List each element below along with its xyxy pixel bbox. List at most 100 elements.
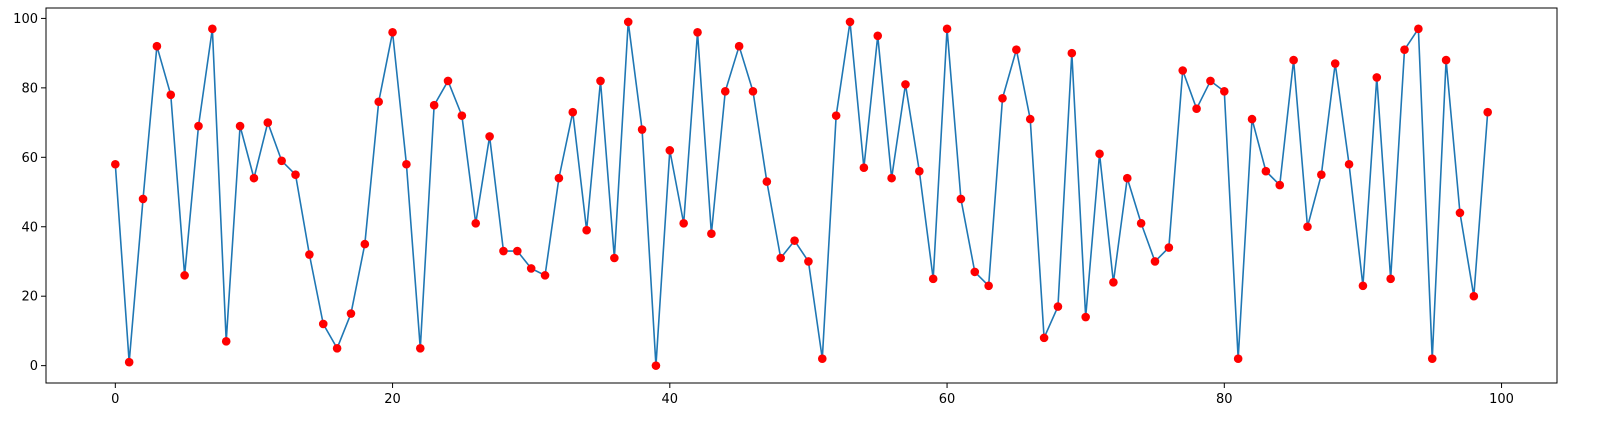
data-point [915, 166, 924, 176]
data-point [998, 93, 1007, 103]
data-point [346, 309, 356, 318]
data-point [402, 159, 411, 169]
data-point [984, 281, 993, 291]
data-point [859, 163, 869, 173]
data-point [1164, 243, 1174, 252]
data-point [166, 90, 176, 100]
data-point [1192, 104, 1201, 113]
data-point [291, 170, 300, 179]
data-point [623, 17, 633, 27]
data-point [1330, 59, 1340, 68]
data-point [637, 125, 647, 134]
y-tick-label: 40 [21, 220, 38, 235]
data-point [1317, 170, 1326, 179]
data-point [332, 343, 342, 353]
x-tick-label: 20 [384, 392, 401, 407]
data-point [762, 177, 772, 186]
data-point [221, 337, 231, 346]
data-point [540, 271, 550, 280]
series-line [114, 21, 1489, 367]
data-point [1039, 333, 1049, 343]
y-tick-label: 0 [30, 359, 38, 374]
data-point [152, 41, 162, 51]
data-point [1081, 312, 1090, 322]
x-axis-ticks: 0 20 40 60 80 100 [111, 383, 1514, 407]
data-point [388, 28, 397, 37]
data-point [845, 17, 855, 27]
plot-frame [45, 7, 1558, 384]
y-tick-label: 20 [21, 290, 38, 305]
data-point [1067, 48, 1077, 58]
data-point [360, 239, 370, 249]
data-point [1233, 354, 1243, 363]
data-point [263, 118, 273, 127]
x-tick-label: 80 [1216, 392, 1233, 407]
data-point [873, 31, 883, 41]
x-tick-label: 40 [662, 392, 679, 407]
data-point [1414, 24, 1423, 34]
data-point [1122, 173, 1132, 183]
data-point [415, 343, 425, 353]
data-point [374, 97, 384, 107]
data-point [568, 107, 578, 117]
data-point [485, 132, 494, 141]
data-point [277, 156, 286, 166]
data-point [1289, 55, 1298, 65]
data-point [1261, 166, 1271, 176]
data-point [665, 146, 675, 155]
data-point [111, 159, 120, 169]
data-point [1178, 66, 1188, 75]
data-point [596, 76, 605, 86]
data-point [707, 229, 716, 238]
data-point [1275, 180, 1285, 190]
data-markers [111, 17, 1492, 370]
data-point [956, 194, 966, 204]
data-point [1150, 257, 1160, 266]
y-axis-ticks: 0 20 40 60 80 100 [13, 12, 46, 374]
data-point [790, 236, 799, 245]
data-point [1012, 45, 1021, 54]
data-point [249, 173, 259, 183]
data-point [457, 111, 467, 120]
data-point [734, 41, 744, 51]
data-point [1053, 302, 1063, 311]
data-point [1427, 354, 1437, 363]
data-point [928, 274, 938, 284]
data-point [1372, 73, 1382, 82]
data-point [720, 87, 730, 96]
data-point [138, 194, 148, 204]
data-point [901, 80, 910, 89]
data-point [651, 361, 661, 370]
data-point [1400, 45, 1409, 54]
data-point [471, 218, 481, 228]
data-point [235, 121, 245, 131]
y-tick-label: 100 [13, 12, 38, 27]
data-point [208, 24, 217, 34]
data-point [1206, 76, 1215, 86]
data-point [1469, 291, 1479, 301]
data-point [1455, 208, 1465, 218]
x-tick-label: 100 [1489, 392, 1514, 407]
data-point [679, 218, 688, 228]
data-point [804, 257, 813, 266]
data-point [305, 250, 314, 259]
data-point [1247, 114, 1257, 124]
data-point [942, 24, 952, 34]
data-point [443, 76, 453, 86]
data-point [513, 246, 522, 256]
data-point [1025, 114, 1035, 124]
data-point [1136, 218, 1146, 228]
data-point [429, 100, 439, 110]
y-tick-label: 80 [21, 81, 38, 96]
data-point [499, 246, 508, 256]
data-point [1109, 278, 1118, 287]
data-point [748, 87, 758, 96]
data-point [610, 253, 619, 263]
data-point [554, 173, 564, 183]
data-point [970, 267, 980, 277]
data-point [180, 271, 189, 280]
data-point [776, 253, 786, 263]
data-point [1386, 274, 1395, 284]
